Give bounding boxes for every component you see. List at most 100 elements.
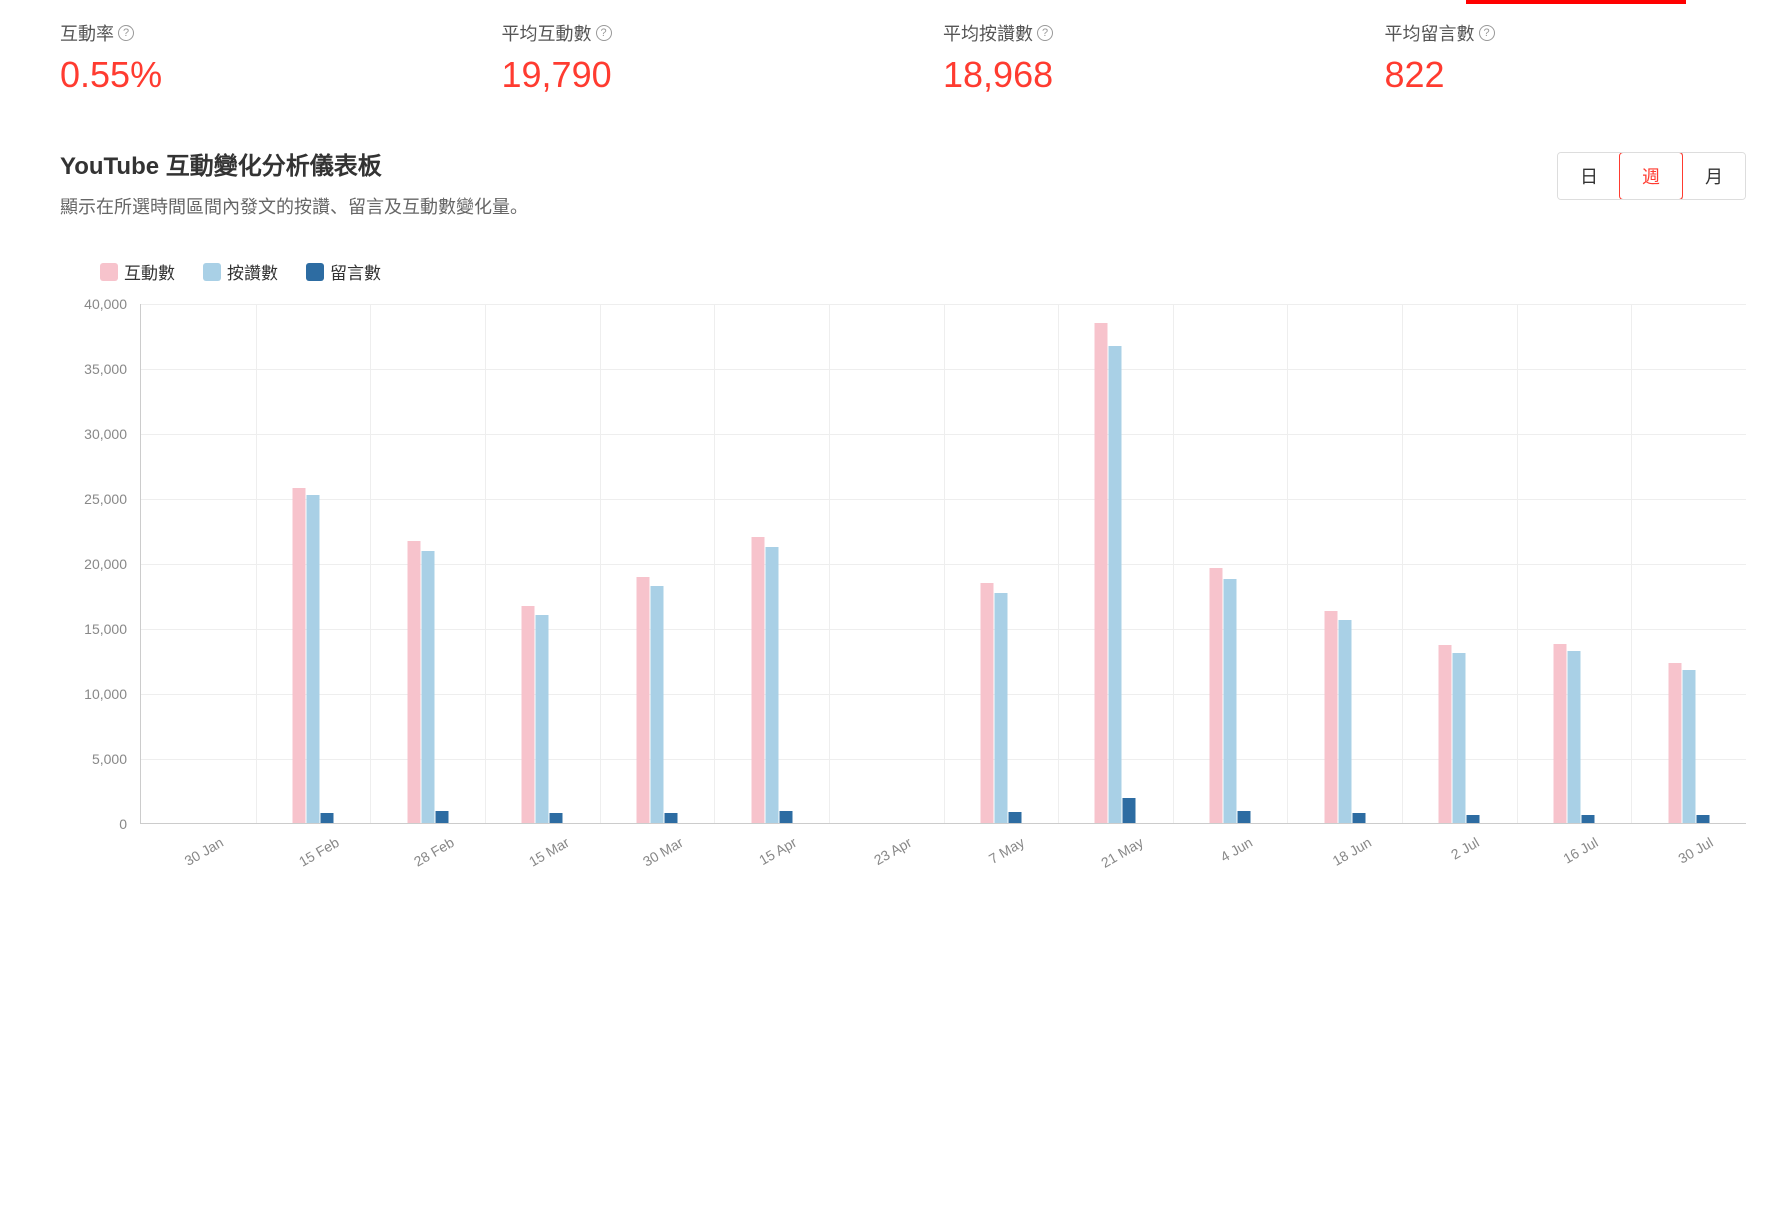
bar-likes[interactable] xyxy=(536,615,549,823)
vgridline xyxy=(485,304,486,823)
period-toggle: 日週月 xyxy=(1557,152,1746,200)
bar-engagement[interactable] xyxy=(751,537,764,823)
bar-group[interactable] xyxy=(292,488,333,823)
y-tick-label: 20,000 xyxy=(37,556,127,572)
bar-likes[interactable] xyxy=(1453,653,1466,823)
y-tick-label: 5,000 xyxy=(37,751,127,767)
bar-engagement[interactable] xyxy=(522,606,535,823)
help-icon[interactable]: ? xyxy=(118,25,134,41)
bar-comments[interactable] xyxy=(779,811,792,823)
help-icon[interactable]: ? xyxy=(596,25,612,41)
metric-card: 平均留言數? 822 xyxy=(1385,20,1747,96)
bar-comments[interactable] xyxy=(1696,815,1709,823)
bar-group[interactable] xyxy=(407,541,448,823)
bar-likes[interactable] xyxy=(765,547,778,823)
x-axis: 30 Jan15 Feb28 Feb15 Mar30 Mar15 Apr23 A… xyxy=(140,824,1746,874)
bar-likes[interactable] xyxy=(1224,579,1237,823)
legend-item[interactable]: 互動數 xyxy=(100,259,175,284)
vgridline xyxy=(714,304,715,823)
vgridline xyxy=(1173,304,1174,823)
chart-subtitle: 顯示在所選時間區間內發文的按讚、留言及互動數變化量。 xyxy=(60,193,528,219)
bar-engagement[interactable] xyxy=(636,577,649,823)
vgridline xyxy=(1058,304,1059,823)
bar-group[interactable] xyxy=(1668,663,1709,823)
metric-value: 18,968 xyxy=(943,54,1305,96)
y-tick-label: 25,000 xyxy=(37,491,127,507)
bar-engagement[interactable] xyxy=(980,583,993,824)
x-tick-label: 30 Jan xyxy=(182,834,226,869)
bar-comments[interactable] xyxy=(1238,811,1251,823)
x-tick-label: 28 Feb xyxy=(411,834,457,870)
bar-engagement[interactable] xyxy=(1439,645,1452,823)
bar-engagement[interactable] xyxy=(1324,611,1337,823)
bar-group[interactable] xyxy=(751,537,792,823)
x-tick-label: 23 Apr xyxy=(871,834,914,868)
bar-group[interactable] xyxy=(1210,568,1251,823)
bar-comments[interactable] xyxy=(1123,798,1136,823)
bar-likes[interactable] xyxy=(1568,651,1581,823)
chart-title: YouTube 互動變化分析儀表板 xyxy=(60,146,528,181)
bar-comments[interactable] xyxy=(1467,815,1480,823)
bar-engagement[interactable] xyxy=(1095,323,1108,824)
bar-engagement[interactable] xyxy=(407,541,420,823)
y-axis: 05,00010,00015,00020,00025,00030,00035,0… xyxy=(40,304,135,824)
vgridline xyxy=(1402,304,1403,823)
vgridline xyxy=(1517,304,1518,823)
bar-likes[interactable] xyxy=(650,586,663,823)
bar-engagement[interactable] xyxy=(1554,644,1567,823)
vgridline xyxy=(370,304,371,823)
metric-value: 822 xyxy=(1385,54,1747,96)
bar-comments[interactable] xyxy=(1008,812,1021,823)
bar-likes[interactable] xyxy=(994,593,1007,823)
bar-group[interactable] xyxy=(522,606,563,823)
bar-likes[interactable] xyxy=(306,495,319,823)
help-icon[interactable]: ? xyxy=(1037,25,1053,41)
period-button-月[interactable]: 月 xyxy=(1682,153,1745,199)
bar-comments[interactable] xyxy=(664,813,677,823)
help-icon[interactable]: ? xyxy=(1479,25,1495,41)
x-tick-label: 21 May xyxy=(1098,834,1146,871)
bar-likes[interactable] xyxy=(1338,620,1351,823)
bar-group[interactable] xyxy=(1554,644,1595,823)
tab-indicator xyxy=(1466,0,1686,4)
bar-group[interactable] xyxy=(980,583,1021,824)
metric-label-text: 互動率 xyxy=(60,20,114,46)
metric-label: 平均按讚數? xyxy=(943,20,1305,46)
bar-comments[interactable] xyxy=(550,813,563,823)
bar-group[interactable] xyxy=(636,577,677,823)
x-tick-label: 15 Mar xyxy=(526,834,572,870)
metric-label-text: 平均留言數 xyxy=(1385,20,1475,46)
bar-group[interactable] xyxy=(1324,611,1365,823)
vgridline xyxy=(1287,304,1288,823)
metric-label: 平均留言數? xyxy=(1385,20,1747,46)
bar-engagement[interactable] xyxy=(1210,568,1223,823)
bar-comments[interactable] xyxy=(320,813,333,823)
chart-plot xyxy=(140,304,1746,824)
legend-label: 互動數 xyxy=(124,259,175,284)
metric-label-text: 平均互動數 xyxy=(502,20,592,46)
bar-likes[interactable] xyxy=(1109,346,1122,823)
legend-label: 留言數 xyxy=(330,259,381,284)
vgridline xyxy=(256,304,257,823)
legend-swatch xyxy=(203,263,221,281)
bar-engagement[interactable] xyxy=(292,488,305,823)
y-tick-label: 10,000 xyxy=(37,686,127,702)
bar-likes[interactable] xyxy=(421,551,434,823)
bar-comments[interactable] xyxy=(1582,815,1595,823)
chart-area: 05,00010,00015,00020,00025,00030,00035,0… xyxy=(40,304,1746,934)
bar-comments[interactable] xyxy=(435,811,448,823)
x-tick-label: 15 Apr xyxy=(756,834,799,868)
bar-group[interactable] xyxy=(1439,645,1480,823)
metric-value: 0.55% xyxy=(60,54,422,96)
bar-comments[interactable] xyxy=(1352,813,1365,823)
legend-item[interactable]: 留言數 xyxy=(306,259,381,284)
metric-label: 互動率? xyxy=(60,20,422,46)
bar-likes[interactable] xyxy=(1682,670,1695,823)
metric-card: 互動率? 0.55% xyxy=(60,20,422,96)
period-button-日[interactable]: 日 xyxy=(1558,153,1620,199)
period-button-週[interactable]: 週 xyxy=(1619,152,1683,200)
x-tick-label: 18 Jun xyxy=(1329,834,1373,869)
bar-engagement[interactable] xyxy=(1668,663,1681,823)
bar-group[interactable] xyxy=(1095,323,1136,824)
legend-item[interactable]: 按讚數 xyxy=(203,259,278,284)
